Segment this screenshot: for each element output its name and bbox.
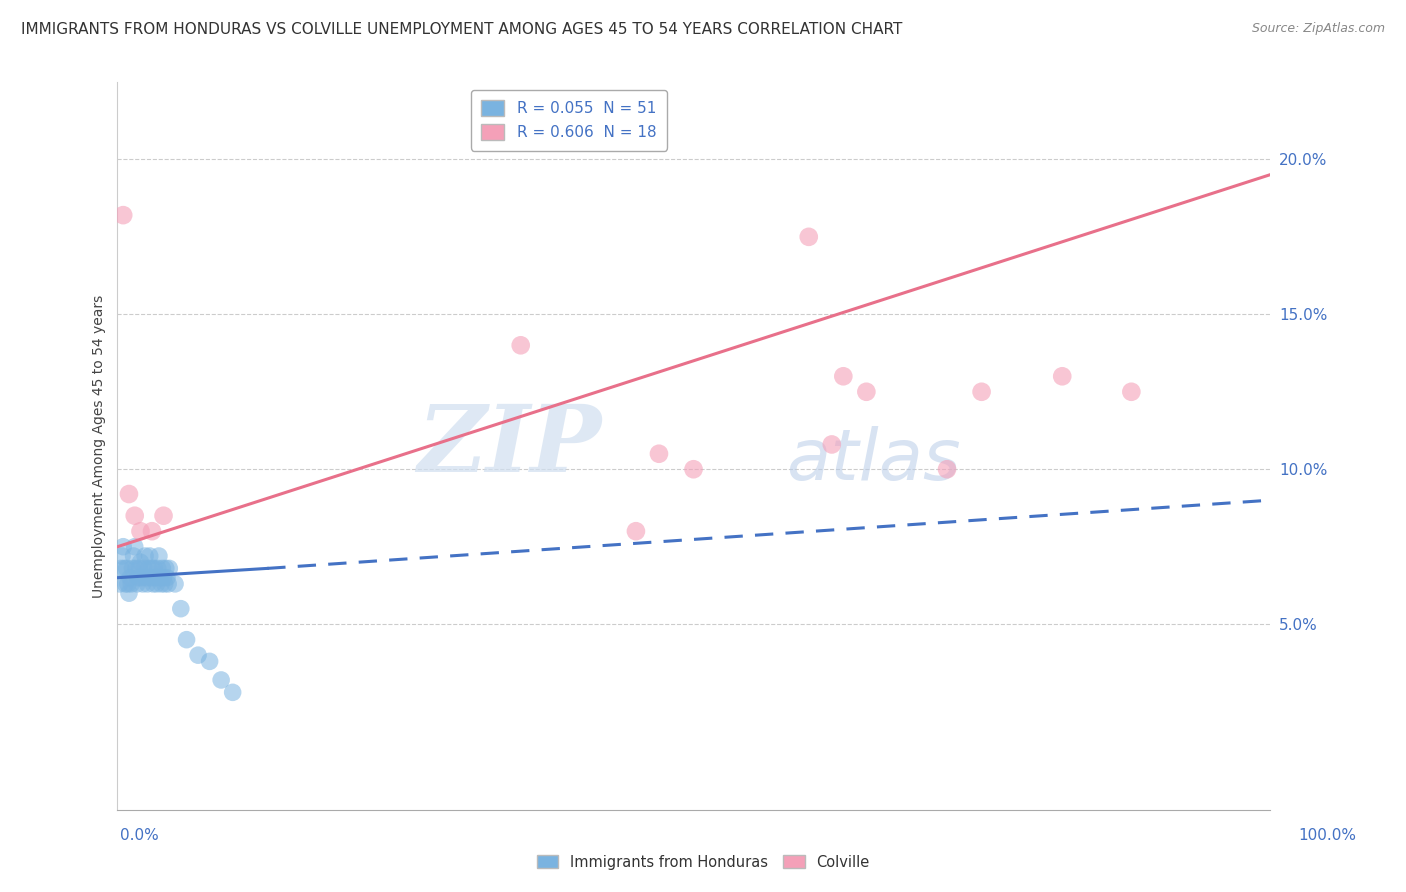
Point <box>509 338 531 352</box>
Point <box>152 571 174 585</box>
Point <box>156 571 179 585</box>
Point <box>110 561 132 575</box>
Point <box>136 577 159 591</box>
Point <box>125 577 148 591</box>
Point <box>155 561 177 575</box>
Point <box>148 549 170 563</box>
Point <box>132 561 155 575</box>
Point <box>648 447 671 461</box>
Legend: Immigrants from Honduras, Colville: Immigrants from Honduras, Colville <box>530 849 876 876</box>
Point <box>145 577 167 591</box>
Point <box>139 571 162 585</box>
Point <box>221 685 243 699</box>
Point <box>135 571 157 585</box>
Point <box>118 586 141 600</box>
Point <box>138 561 160 575</box>
Point <box>122 549 145 563</box>
Point <box>153 577 176 591</box>
Point <box>209 673 232 687</box>
Point <box>115 561 138 575</box>
Y-axis label: Unemployment Among Ages 45 to 54 years: Unemployment Among Ages 45 to 54 years <box>93 294 107 598</box>
Point <box>682 462 704 476</box>
Point <box>138 549 160 563</box>
Point <box>198 654 221 668</box>
Point <box>936 462 959 476</box>
Point <box>150 561 173 575</box>
Point <box>970 384 993 399</box>
Point <box>150 577 173 591</box>
Point <box>142 577 165 591</box>
Point <box>157 577 180 591</box>
Text: 0.0%: 0.0% <box>120 828 159 843</box>
Point <box>134 549 156 563</box>
Point <box>187 648 209 662</box>
Point <box>170 601 193 615</box>
Point <box>132 577 155 591</box>
Point <box>124 540 146 554</box>
Point <box>114 577 136 591</box>
Point <box>112 561 135 575</box>
Point <box>120 577 142 591</box>
Point <box>118 487 141 501</box>
Point <box>111 549 134 563</box>
Point <box>797 230 820 244</box>
Point <box>120 571 142 585</box>
Point <box>149 571 172 585</box>
Point <box>124 508 146 523</box>
Point <box>117 577 139 591</box>
Point <box>1121 384 1143 399</box>
Text: IMMIGRANTS FROM HONDURAS VS COLVILLE UNEMPLOYMENT AMONG AGES 45 TO 54 YEARS CORR: IMMIGRANTS FROM HONDURAS VS COLVILLE UNE… <box>21 22 903 37</box>
Point <box>121 561 143 575</box>
Point <box>125 561 148 575</box>
Point <box>131 571 153 585</box>
Point <box>127 571 149 585</box>
Point <box>112 540 135 554</box>
Text: Source: ZipAtlas.com: Source: ZipAtlas.com <box>1251 22 1385 36</box>
Point <box>157 561 180 575</box>
Point <box>152 508 174 523</box>
Point <box>143 561 166 575</box>
Point <box>165 577 187 591</box>
Point <box>1052 369 1074 384</box>
Point <box>128 561 150 575</box>
Point <box>832 369 855 384</box>
Point <box>145 571 167 585</box>
Text: 100.0%: 100.0% <box>1299 828 1357 843</box>
Point <box>129 524 152 539</box>
Point <box>141 524 163 539</box>
Text: atlas: atlas <box>786 426 960 495</box>
Point <box>112 208 135 222</box>
Point <box>146 561 169 575</box>
Point <box>141 561 163 575</box>
Point <box>624 524 647 539</box>
Legend: R = 0.055  N = 51, R = 0.606  N = 18: R = 0.055 N = 51, R = 0.606 N = 18 <box>471 89 666 151</box>
Point <box>108 577 131 591</box>
Point <box>129 555 152 569</box>
Point <box>176 632 198 647</box>
Text: ZIP: ZIP <box>418 401 602 491</box>
Point <box>855 384 877 399</box>
Point <box>821 437 844 451</box>
